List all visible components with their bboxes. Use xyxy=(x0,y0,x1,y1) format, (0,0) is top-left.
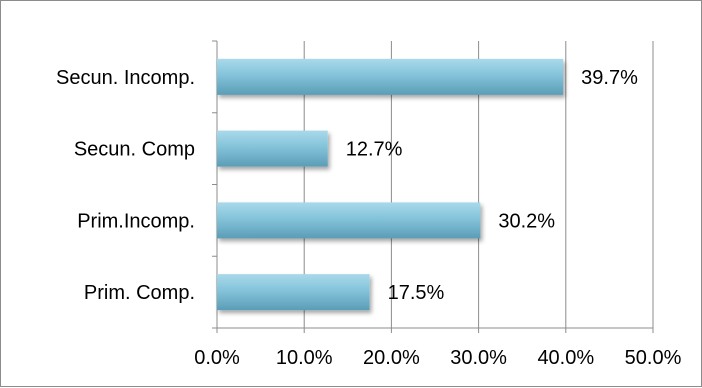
bar xyxy=(217,274,370,311)
category-label: Prim.Incomp. xyxy=(77,210,195,232)
data-label: 30.2% xyxy=(498,210,555,232)
data-label: 12.7% xyxy=(346,139,403,161)
x-tick-label: 10.0% xyxy=(276,347,333,369)
x-tick-label: 50.0% xyxy=(625,347,682,369)
category-label: Prim. Comp. xyxy=(84,282,195,304)
bar xyxy=(217,130,328,167)
x-tick-label: 20.0% xyxy=(363,347,420,369)
x-tick-label: 0.0% xyxy=(194,347,240,369)
data-label: 17.5% xyxy=(388,282,445,304)
bar xyxy=(217,58,564,95)
category-label: Secun. Incomp. xyxy=(56,67,195,89)
bar xyxy=(217,202,481,239)
data-label: 39.7% xyxy=(581,67,638,89)
bars xyxy=(217,58,564,311)
labels: 0.0% 10.0% 20.0% 30.0% 40.0% 50.0% Secun. Inco… xyxy=(56,67,682,369)
x-tick-label: 40.0% xyxy=(537,347,594,369)
category-label: Secun. Comp xyxy=(74,139,195,161)
x-tick-label: 30.0% xyxy=(450,347,507,369)
